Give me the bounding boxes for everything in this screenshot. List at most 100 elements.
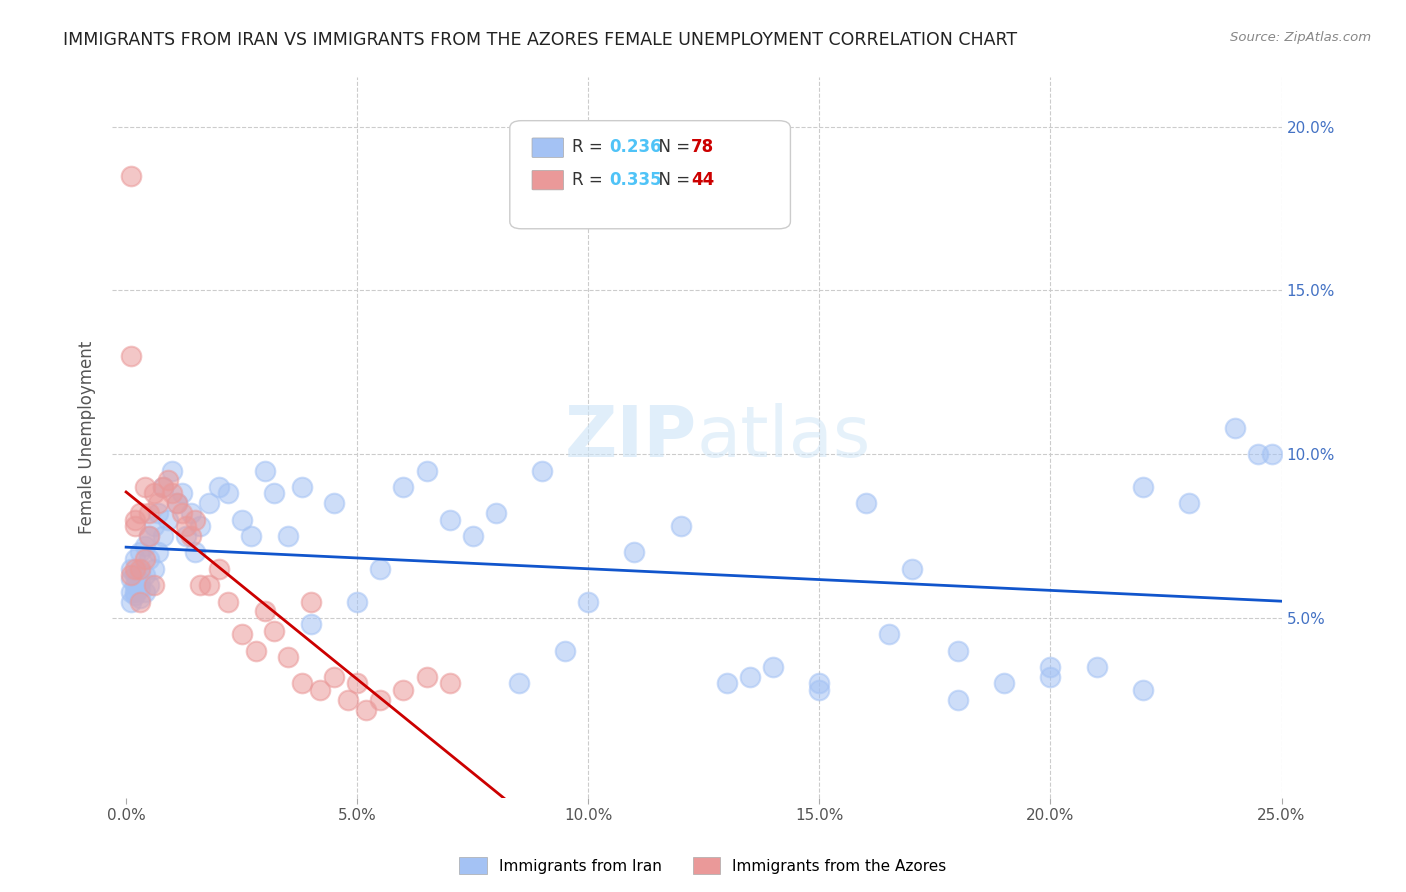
Y-axis label: Female Unemployment: Female Unemployment	[79, 341, 96, 534]
Text: Source: ZipAtlas.com: Source: ZipAtlas.com	[1230, 31, 1371, 45]
Point	[207, 480, 229, 494]
Point	[576, 594, 599, 608]
Point	[323, 670, 346, 684]
Point	[1132, 480, 1154, 494]
Point	[152, 529, 174, 543]
Point	[346, 676, 368, 690]
Point	[198, 578, 221, 592]
Legend: Immigrants from Iran, Immigrants from the Azores: Immigrants from Iran, Immigrants from th…	[453, 851, 953, 880]
Point	[148, 496, 170, 510]
Point	[253, 604, 276, 618]
Point	[808, 683, 831, 698]
Point	[170, 486, 193, 500]
Point	[439, 513, 461, 527]
Text: N =: N =	[648, 170, 695, 189]
Point	[138, 552, 160, 566]
Point	[231, 627, 253, 641]
Point	[174, 529, 197, 543]
Point	[134, 552, 156, 566]
Point	[1261, 447, 1284, 461]
Point	[120, 562, 142, 576]
Point	[263, 624, 285, 638]
Point	[253, 463, 276, 477]
Point	[993, 676, 1015, 690]
Point	[162, 486, 184, 500]
Point	[129, 574, 152, 589]
FancyBboxPatch shape	[531, 170, 564, 190]
Point	[762, 660, 785, 674]
Point	[323, 496, 346, 510]
Text: atlas: atlas	[697, 403, 872, 472]
Point	[299, 617, 322, 632]
Point	[1039, 660, 1062, 674]
Point	[808, 676, 831, 690]
Point	[188, 519, 211, 533]
Point	[291, 676, 314, 690]
FancyBboxPatch shape	[510, 120, 790, 228]
Point	[156, 473, 179, 487]
Point	[180, 506, 202, 520]
Point	[184, 513, 207, 527]
Point	[245, 643, 267, 657]
Point	[148, 506, 170, 520]
Point	[142, 486, 165, 500]
Point	[1225, 421, 1247, 435]
Point	[124, 568, 146, 582]
Text: IMMIGRANTS FROM IRAN VS IMMIGRANTS FROM THE AZORES FEMALE UNEMPLOYMENT CORRELATI: IMMIGRANTS FROM IRAN VS IMMIGRANTS FROM …	[63, 31, 1018, 49]
Point	[368, 562, 391, 576]
Point	[461, 529, 484, 543]
Text: 78: 78	[690, 138, 714, 156]
Point	[415, 670, 437, 684]
Point	[368, 693, 391, 707]
Point	[152, 480, 174, 494]
Point	[124, 588, 146, 602]
Point	[217, 594, 239, 608]
Point	[124, 584, 146, 599]
Text: N =: N =	[648, 138, 695, 156]
Point	[669, 519, 692, 533]
Point	[1178, 496, 1201, 510]
Point	[120, 568, 142, 582]
Point	[184, 545, 207, 559]
Point	[877, 627, 900, 641]
Text: R =: R =	[572, 170, 607, 189]
Point	[138, 529, 160, 543]
Point	[1039, 670, 1062, 684]
Point	[277, 650, 299, 665]
Point	[946, 643, 969, 657]
Point	[152, 480, 174, 494]
Point	[207, 562, 229, 576]
Point	[291, 480, 314, 494]
Text: 0.236: 0.236	[609, 138, 662, 156]
Text: ZIP: ZIP	[565, 403, 697, 472]
Point	[900, 562, 922, 576]
Point	[392, 683, 415, 698]
Point	[415, 463, 437, 477]
Point	[263, 486, 285, 500]
Point	[439, 676, 461, 690]
Point	[138, 578, 160, 592]
Text: 0.335: 0.335	[609, 170, 662, 189]
Point	[1247, 447, 1270, 461]
Point	[485, 506, 508, 520]
Point	[129, 562, 152, 576]
Point	[134, 539, 156, 553]
Point	[277, 529, 299, 543]
Point	[531, 463, 554, 477]
Point	[299, 594, 322, 608]
Point	[855, 496, 877, 510]
Point	[392, 480, 415, 494]
Point	[231, 513, 253, 527]
Point	[124, 519, 146, 533]
Point	[134, 480, 156, 494]
Point	[120, 572, 142, 586]
Point	[623, 545, 645, 559]
Point	[336, 693, 359, 707]
Point	[129, 591, 152, 606]
Point	[142, 519, 165, 533]
Point	[198, 496, 221, 510]
Point	[134, 568, 156, 582]
Point	[124, 552, 146, 566]
FancyBboxPatch shape	[531, 138, 564, 157]
Point	[716, 676, 738, 690]
